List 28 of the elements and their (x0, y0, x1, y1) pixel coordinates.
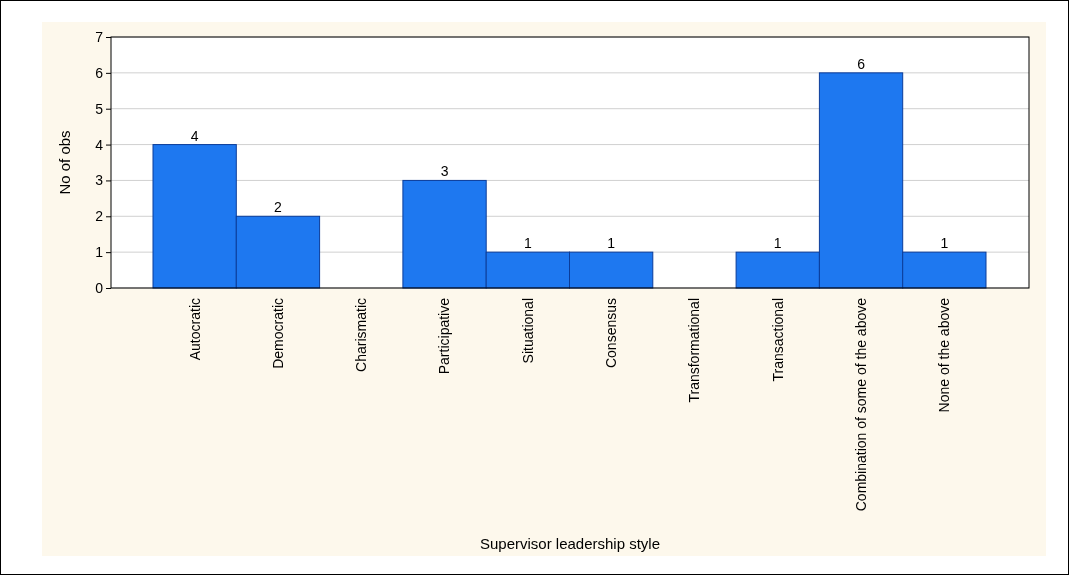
y-tick-label: 7 (95, 28, 104, 45)
y-tick-label: 0 (95, 279, 104, 296)
data-label: 4 (190, 127, 199, 144)
data-label: 6 (857, 55, 866, 72)
y-tick-label: 6 (95, 64, 104, 81)
data-label: 1 (940, 235, 949, 252)
data-label: 3 (440, 163, 449, 180)
data-label: 1 (523, 235, 532, 252)
y-tick-label: 2 (95, 208, 104, 225)
x-tick-label: Charismatic (353, 298, 370, 372)
x-tick-label: Democratic (269, 298, 286, 369)
x-tick-label: None of the above (936, 297, 953, 413)
data-label: 2 (274, 199, 283, 216)
x-tick-label: Participative (436, 297, 453, 375)
x-tick-label: Situational (519, 298, 536, 364)
x-axis-title: Supervisor leadership style (479, 535, 661, 552)
data-label: 1 (607, 235, 616, 252)
data-label: 1 (773, 235, 782, 252)
y-tick-label: 1 (95, 244, 104, 261)
x-tick-label: Transformational (686, 298, 703, 403)
x-tick-label: Autocratic (186, 298, 203, 361)
x-tick-label: Combination of some of the above (852, 297, 869, 512)
x-tick-label: Consensus (603, 298, 620, 369)
y-tick-label: 3 (95, 172, 104, 189)
y-axis-title: No of obs (56, 130, 73, 195)
x-tick-label: Transactional (769, 298, 786, 382)
y-tick-label: 4 (95, 136, 104, 153)
y-tick-label: 5 (95, 100, 104, 117)
